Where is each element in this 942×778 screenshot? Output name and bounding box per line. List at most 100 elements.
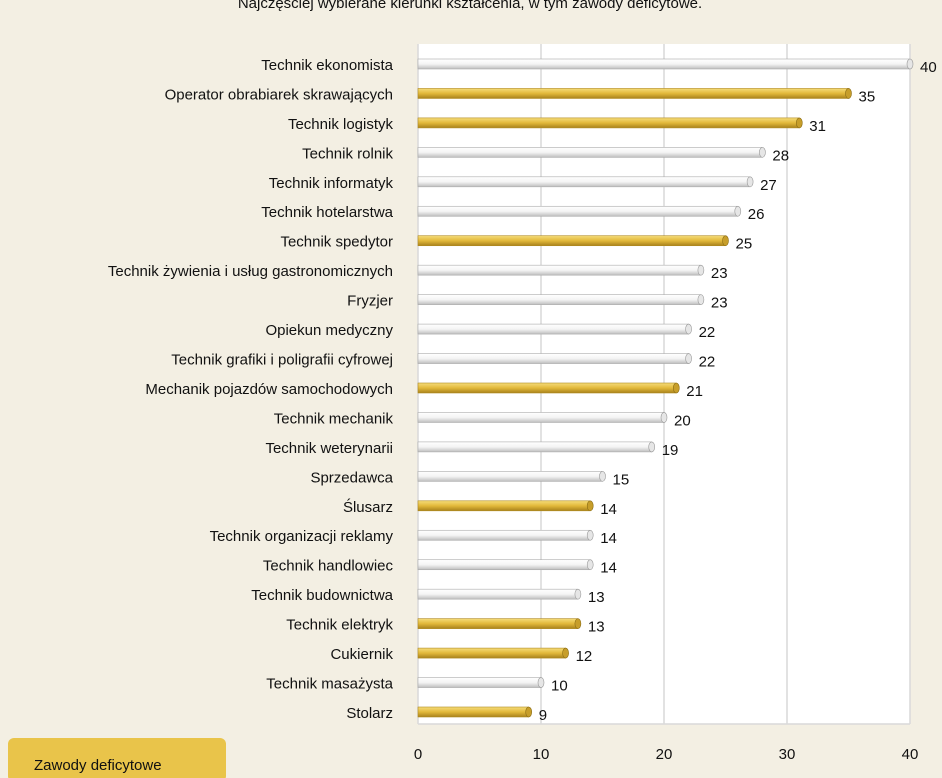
bar <box>417 294 705 305</box>
y-tick-label: Technik hotelarstwa <box>261 204 393 221</box>
bar-cap <box>697 264 705 276</box>
bar <box>417 235 729 247</box>
value-label: 14 <box>600 501 617 518</box>
bar-body <box>417 382 677 394</box>
value-label: 13 <box>588 589 605 606</box>
legend-box <box>8 738 226 778</box>
value-label: 13 <box>588 619 605 636</box>
value-label: 19 <box>662 442 679 459</box>
bar-cap <box>525 706 533 718</box>
bar-cap <box>697 294 705 305</box>
value-label: 10 <box>551 678 568 695</box>
bar-cap <box>660 412 668 423</box>
bar-cap <box>672 382 680 394</box>
x-tick-label: 30 <box>779 746 796 763</box>
bar <box>417 500 594 512</box>
value-label: 25 <box>736 236 753 253</box>
bar-cap <box>722 235 729 247</box>
value-label: 9 <box>539 707 547 724</box>
bar <box>417 147 766 158</box>
bar <box>417 353 692 364</box>
bar-body <box>417 412 665 423</box>
bar <box>417 706 533 718</box>
y-tick-label: Technik mechanik <box>274 410 394 427</box>
bar-body <box>417 323 689 335</box>
value-label: 35 <box>859 88 876 105</box>
value-label: 40 <box>920 59 937 76</box>
bar-cap <box>906 58 914 70</box>
bar <box>417 117 803 129</box>
bar-cap <box>746 176 754 188</box>
y-tick-label: Stolarz <box>346 705 393 722</box>
value-label: 27 <box>760 177 777 194</box>
x-tick-label: 10 <box>533 746 550 763</box>
value-label: 14 <box>600 560 617 577</box>
y-tick-label: Technik grafiki i poligrafii cyfrowej <box>171 352 393 369</box>
bar <box>417 559 594 571</box>
y-tick-label: Technik informatyk <box>269 175 394 192</box>
bar-body <box>417 618 579 629</box>
y-tick-label: Technik spedytor <box>280 234 393 251</box>
bar <box>417 529 594 541</box>
y-tick-label: Operator obrabiarek skrawających <box>165 86 393 103</box>
value-label: 23 <box>711 265 728 282</box>
value-label: 28 <box>772 147 789 164</box>
bar-body <box>417 500 591 512</box>
y-tick-label: Ślusarz <box>343 498 393 516</box>
bar-body <box>417 58 911 70</box>
bar <box>417 677 545 688</box>
value-label: 12 <box>576 648 593 665</box>
bar-cap <box>648 441 656 453</box>
bar-body <box>417 235 726 247</box>
bar-body <box>417 88 849 99</box>
bar-body <box>417 588 579 600</box>
bar-body <box>417 117 800 129</box>
y-tick-label: Technik rolnik <box>302 145 393 162</box>
bar-cap <box>574 618 582 629</box>
bar <box>417 471 606 482</box>
bar <box>417 382 680 394</box>
value-label: 15 <box>613 471 630 488</box>
x-tick-label: 0 <box>414 746 422 763</box>
value-label: 22 <box>699 354 716 371</box>
bar-body <box>417 677 542 688</box>
chart-title: Najczęściej wybierane kierunki kształcen… <box>238 0 702 12</box>
y-tick-label: Technik ekonomista <box>261 57 393 74</box>
bar-cap <box>685 323 692 335</box>
y-tick-label: Technik budownictwa <box>251 587 393 604</box>
bar-body <box>417 647 566 659</box>
bar-body <box>417 176 751 188</box>
value-label: 23 <box>711 295 728 312</box>
bar <box>417 588 582 600</box>
y-tick-label: Technik żywienia i usług gastronomicznyc… <box>108 263 393 280</box>
bar <box>417 323 692 335</box>
x-tick-label: 20 <box>656 746 673 763</box>
bar <box>417 205 742 217</box>
bar-cap <box>795 117 803 129</box>
value-label: 26 <box>748 206 765 223</box>
bar-body <box>417 559 591 571</box>
x-tick-label: 40 <box>902 746 919 763</box>
bar-body <box>417 471 603 482</box>
y-tick-label: Fryzjer <box>347 293 393 310</box>
bar <box>417 58 914 70</box>
bar-cap <box>734 205 742 217</box>
bar <box>417 264 705 276</box>
bar <box>417 88 852 99</box>
bar-cap <box>845 88 852 99</box>
bar <box>417 647 569 659</box>
bar-cap <box>759 147 766 158</box>
bar-cap <box>685 353 692 364</box>
y-tick-label: Technik weterynarii <box>265 440 393 457</box>
bar-body <box>417 264 702 276</box>
bar-body <box>417 706 529 718</box>
y-tick-label: Technik logistyk <box>288 116 394 133</box>
bar <box>417 176 754 188</box>
bar-body <box>417 294 702 305</box>
bar-cap <box>537 677 545 688</box>
y-tick-label: Sprzedawca <box>310 469 393 486</box>
y-tick-label: Opiekun medyczny <box>265 322 393 339</box>
bar-cap <box>574 588 582 600</box>
y-tick-label: Technik handlowiec <box>263 558 394 575</box>
